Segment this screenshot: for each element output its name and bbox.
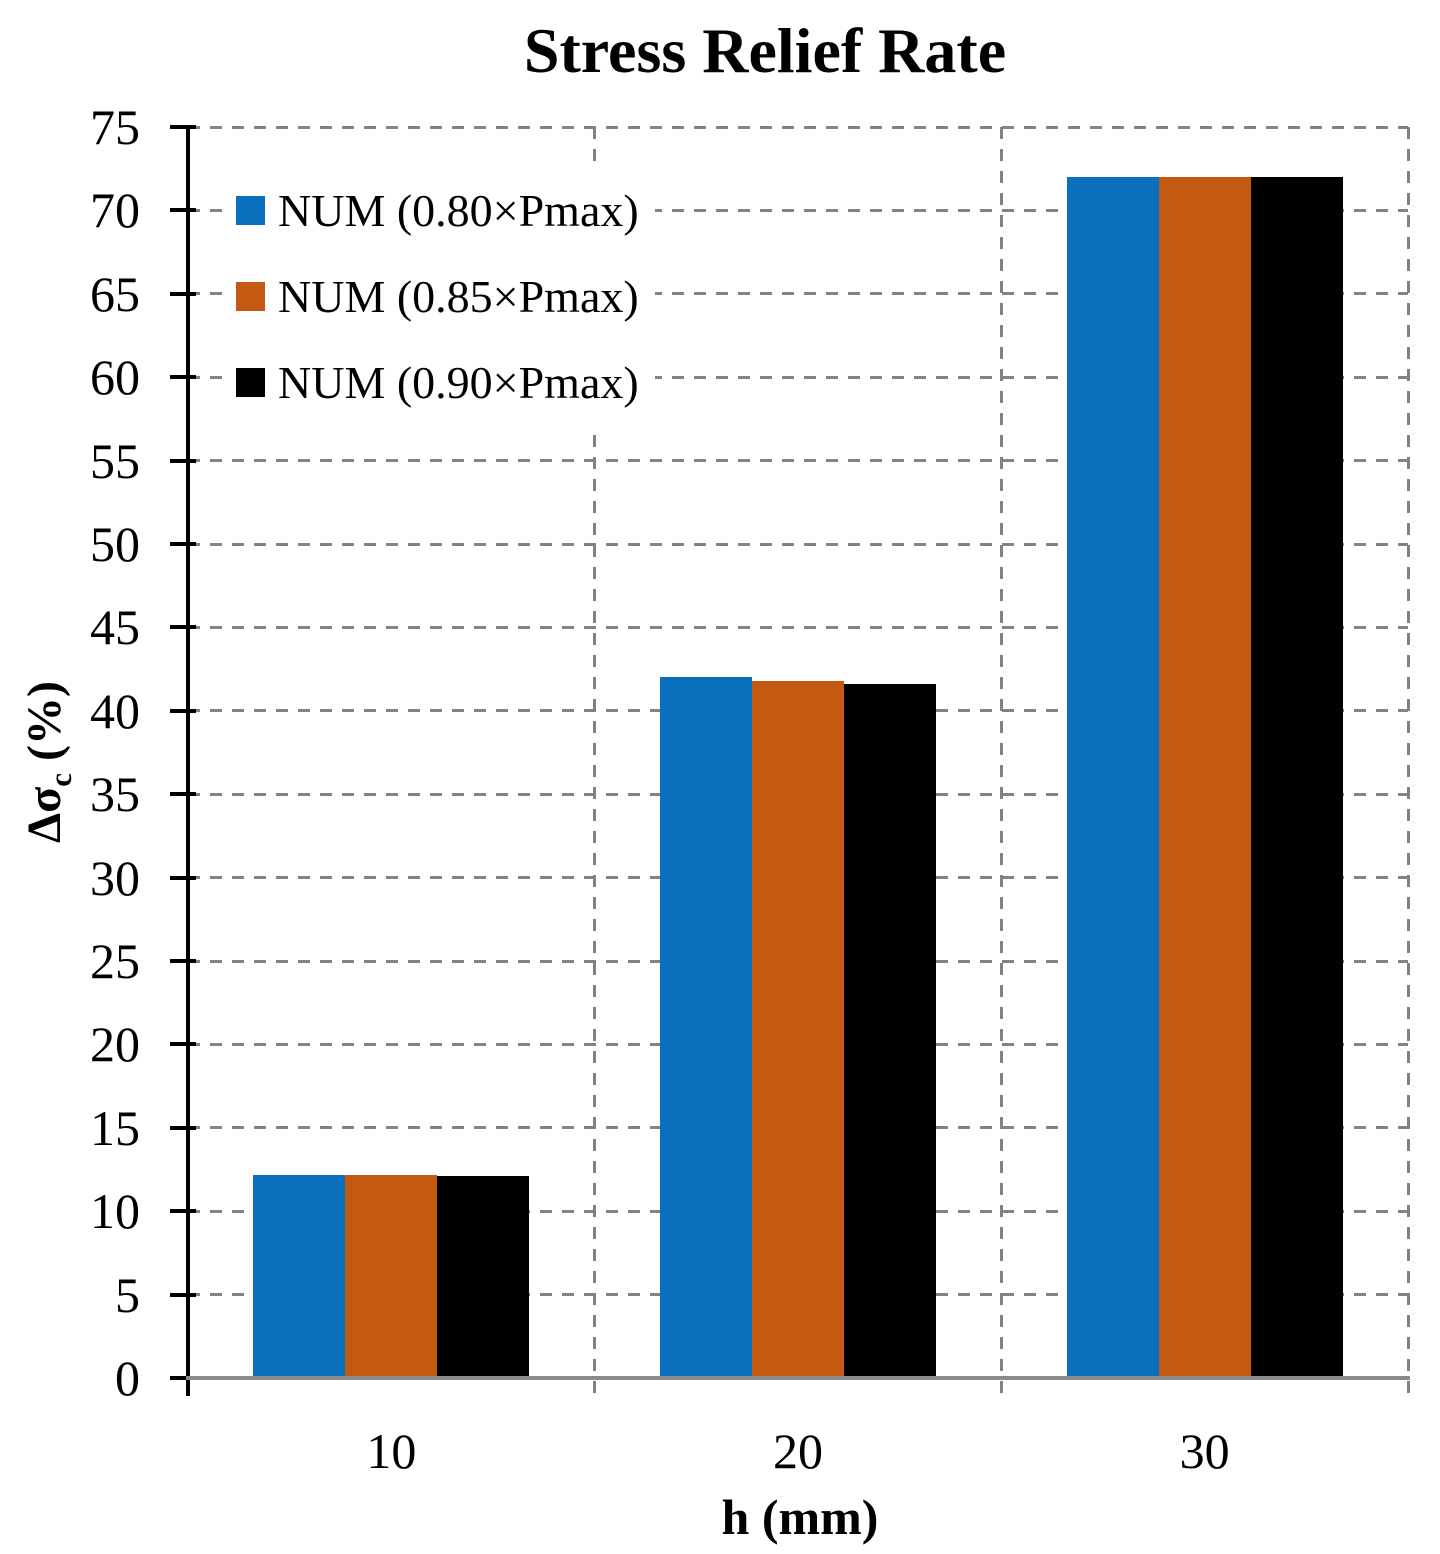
bar-h10-series-2 (345, 1174, 438, 1378)
gridline-y-50 (188, 542, 1408, 546)
y-tick-60 (170, 375, 196, 380)
legend-item-1: NUM (0.80×Pmax) (236, 167, 639, 253)
y-tick-0 (170, 1376, 196, 1380)
y-tick-label-0: 0 (115, 1350, 140, 1406)
y-tick-label-35: 35 (90, 766, 140, 823)
legend-label-2: NUM (0.85×Pmax) (278, 270, 639, 322)
y-tick-label-15: 15 (90, 1099, 140, 1156)
y-tick-25 (170, 959, 196, 963)
x-axis-line (186, 1376, 1410, 1380)
gridline-y-45 (188, 625, 1408, 629)
y-tick-65 (170, 291, 196, 296)
gridline-y-55 (188, 459, 1408, 463)
y-tick-20 (170, 1042, 196, 1047)
gridline-x-boundary-1 (593, 127, 597, 1398)
chart-title: Stress Relief Rate (523, 15, 1007, 86)
y-tick-label-40: 40 (90, 682, 140, 739)
y-tick-label-30: 30 (90, 849, 140, 906)
legend-swatch-2 (236, 281, 265, 311)
y-tick-label-45: 45 (90, 599, 140, 656)
y-tick-75 (170, 125, 196, 129)
y-tick-label-10: 10 (90, 1183, 140, 1240)
y-tick-label-65: 65 (90, 265, 140, 322)
y-tick-55 (170, 458, 196, 463)
y-axis-line (186, 127, 190, 1396)
y-tick-label-5: 5 (115, 1266, 140, 1323)
y-tick-label-25: 25 (90, 933, 140, 989)
y-tick-5 (170, 1292, 196, 1297)
y-tick-45 (170, 625, 196, 630)
gridline-y-75 (188, 125, 1408, 129)
legend-item-3: NUM (0.90×Pmax) (236, 339, 639, 425)
bar-h30-series-2 (1158, 177, 1251, 1378)
x-tick-label-20: 20 (773, 1423, 823, 1479)
legend-label-3: NUM (0.90×Pmax) (278, 356, 639, 408)
bar-h30-series-3 (1250, 177, 1343, 1378)
y-tick-15 (170, 1125, 196, 1130)
y-axis-label: Δσc (%) (17, 681, 79, 843)
y-tick-35 (170, 792, 196, 797)
gridline-y-70 (188, 208, 1408, 212)
x-tick-label-30: 30 (1179, 1423, 1230, 1479)
gridline-y-60 (188, 375, 1408, 379)
y-axis-label-subscript: c (42, 773, 78, 787)
legend-item-2: NUM (0.85×Pmax) (236, 253, 639, 339)
y-tick-50 (170, 542, 196, 546)
bar-h20-series-3 (844, 684, 936, 1378)
y-tick-30 (170, 875, 196, 880)
y-axis-label-main: Δσ (18, 786, 72, 843)
x-tick-label-10: 10 (366, 1423, 417, 1479)
y-tick-70 (170, 208, 196, 213)
y-tick-label-75: 75 (90, 99, 140, 155)
y-tick-label-20: 20 (90, 1016, 140, 1073)
gridline-x-boundary-2 (999, 127, 1003, 1398)
plot-right-border (1406, 127, 1410, 1398)
gridline-y-65 (188, 292, 1408, 296)
legend-label-1: NUM (0.80×Pmax) (278, 184, 639, 236)
y-tick-40 (170, 708, 196, 713)
y-tick-label-70: 70 (90, 182, 140, 239)
y-axis-label-unit: (%) (18, 681, 72, 773)
bar-h20-series-2 (752, 680, 844, 1378)
y-tick-label-55: 55 (90, 432, 140, 489)
bar-h10-series-1 (253, 1174, 346, 1378)
legend-swatch-1 (236, 195, 265, 225)
bar-h20-series-1 (660, 677, 752, 1378)
y-tick-label-50: 50 (90, 516, 140, 572)
bar-h30-series-1 (1066, 177, 1159, 1378)
legend: NUM (0.80×Pmax) NUM (0.85×Pmax) NUM (0.90×… (226, 167, 655, 425)
y-tick-10 (170, 1209, 196, 1214)
x-axis-label: h (mm) (721, 1489, 879, 1545)
bar-h10-series-3 (437, 1176, 530, 1378)
y-tick-label-60: 60 (90, 349, 140, 406)
legend-swatch-3 (236, 367, 265, 397)
